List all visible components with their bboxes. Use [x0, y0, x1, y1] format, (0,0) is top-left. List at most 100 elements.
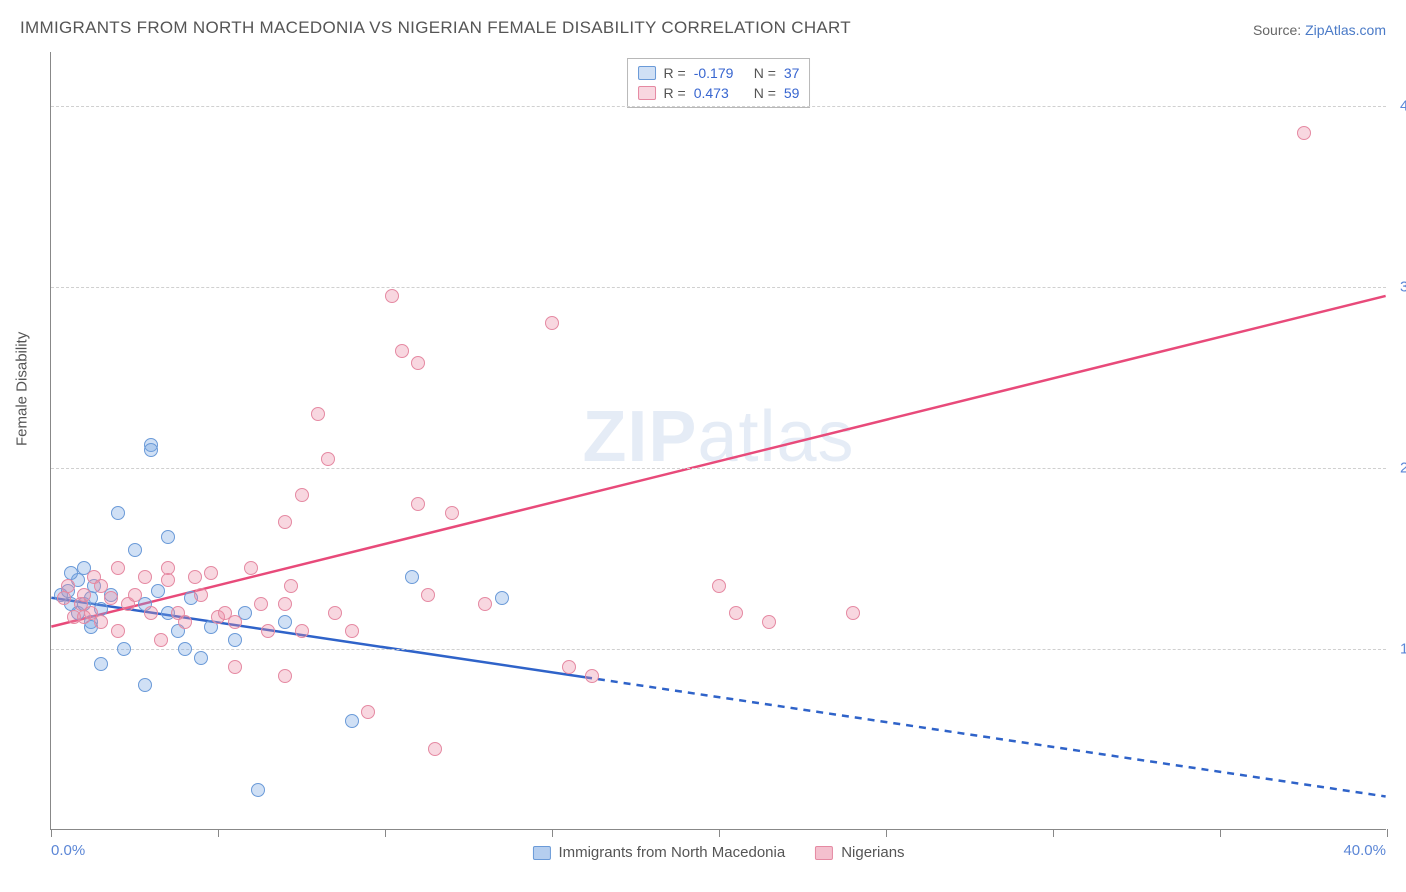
data-point — [261, 624, 275, 638]
x-tick — [719, 829, 720, 837]
data-point — [361, 705, 375, 719]
data-point — [144, 443, 158, 457]
data-point — [295, 624, 309, 638]
data-point — [94, 579, 108, 593]
trend-line — [51, 296, 1385, 627]
data-point — [161, 530, 175, 544]
data-point — [61, 579, 75, 593]
data-point — [128, 543, 142, 557]
legend-item-2: Nigerians — [815, 844, 904, 861]
data-point — [154, 633, 168, 647]
watermark: ZIPatlas — [582, 395, 854, 477]
n-label-1: N = — [754, 65, 776, 81]
data-point — [328, 606, 342, 620]
data-point — [194, 588, 208, 602]
gridline — [51, 468, 1386, 469]
n-value-2: 59 — [784, 85, 800, 101]
y-tick-label: 20.0% — [1392, 460, 1406, 477]
n-label-2: N = — [754, 85, 776, 101]
r-value-1: -0.179 — [694, 65, 746, 81]
data-point — [151, 584, 165, 598]
data-point — [111, 561, 125, 575]
legend-bottom-swatch-1 — [532, 846, 550, 860]
data-point — [77, 610, 91, 624]
data-point — [562, 660, 576, 674]
legend-bottom-label-2: Nigerians — [841, 844, 904, 861]
watermark-bold: ZIP — [582, 396, 697, 476]
x-tick — [1387, 829, 1388, 837]
y-tick-label: 40.0% — [1392, 98, 1406, 115]
data-point — [545, 316, 559, 330]
data-point — [1297, 126, 1311, 140]
source-link[interactable]: ZipAtlas.com — [1305, 22, 1386, 38]
n-value-1: 37 — [784, 65, 800, 81]
legend-bottom-label-1: Immigrants from North Macedonia — [558, 844, 785, 861]
x-tick — [1053, 829, 1054, 837]
data-point — [385, 289, 399, 303]
data-point — [445, 506, 459, 520]
chart-title: IMMIGRANTS FROM NORTH MACEDONIA VS NIGER… — [20, 18, 851, 38]
data-point — [94, 615, 108, 629]
data-point — [57, 591, 71, 605]
legend-swatch-2 — [638, 86, 656, 100]
data-point — [138, 678, 152, 692]
data-point — [345, 624, 359, 638]
legend-item-1: Immigrants from North Macedonia — [532, 844, 785, 861]
y-axis-title: Female Disability — [14, 332, 31, 446]
watermark-light: atlas — [697, 396, 854, 476]
data-point — [188, 570, 202, 584]
data-point — [128, 588, 142, 602]
series-legend: Immigrants from North Macedonia Nigerian… — [532, 844, 904, 861]
x-tick — [886, 829, 887, 837]
data-point — [161, 573, 175, 587]
data-point — [144, 606, 158, 620]
gridline — [51, 649, 1386, 650]
source-attribution: Source: ZipAtlas.com — [1253, 22, 1386, 38]
data-point — [228, 615, 242, 629]
data-point — [846, 606, 860, 620]
data-point — [244, 561, 258, 575]
data-point — [478, 597, 492, 611]
data-point — [228, 633, 242, 647]
trend-line — [585, 677, 1386, 796]
gridline — [51, 287, 1386, 288]
r-label-1: R = — [664, 65, 686, 81]
data-point — [178, 615, 192, 629]
data-point — [278, 597, 292, 611]
correlation-legend: R = -0.179 N = 37 R = 0.473 N = 59 — [627, 58, 811, 108]
gridline — [51, 106, 1386, 107]
x-tick — [1220, 829, 1221, 837]
data-point — [321, 452, 335, 466]
legend-bottom-swatch-2 — [815, 846, 833, 860]
legend-swatch-1 — [638, 66, 656, 80]
x-axis-max-label: 40.0% — [1343, 842, 1386, 859]
r-label-2: R = — [664, 85, 686, 101]
data-point — [251, 783, 265, 797]
legend-row-1: R = -0.179 N = 37 — [638, 63, 800, 83]
x-tick — [552, 829, 553, 837]
data-point — [117, 642, 131, 656]
data-point — [228, 660, 242, 674]
data-point — [411, 356, 425, 370]
data-point — [712, 579, 726, 593]
data-point — [104, 591, 118, 605]
data-point — [111, 624, 125, 638]
x-axis-min-label: 0.0% — [51, 842, 85, 859]
data-point — [729, 606, 743, 620]
trend-lines-svg — [51, 52, 1386, 829]
x-tick — [385, 829, 386, 837]
data-point — [395, 344, 409, 358]
data-point — [138, 570, 152, 584]
data-point — [411, 497, 425, 511]
data-point — [295, 488, 309, 502]
data-point — [428, 742, 442, 756]
x-tick — [51, 829, 52, 837]
data-point — [94, 657, 108, 671]
data-point — [178, 642, 192, 656]
data-point — [405, 570, 419, 584]
data-point — [254, 597, 268, 611]
r-value-2: 0.473 — [694, 85, 746, 101]
data-point — [111, 506, 125, 520]
data-point — [311, 407, 325, 421]
data-point — [495, 591, 509, 605]
